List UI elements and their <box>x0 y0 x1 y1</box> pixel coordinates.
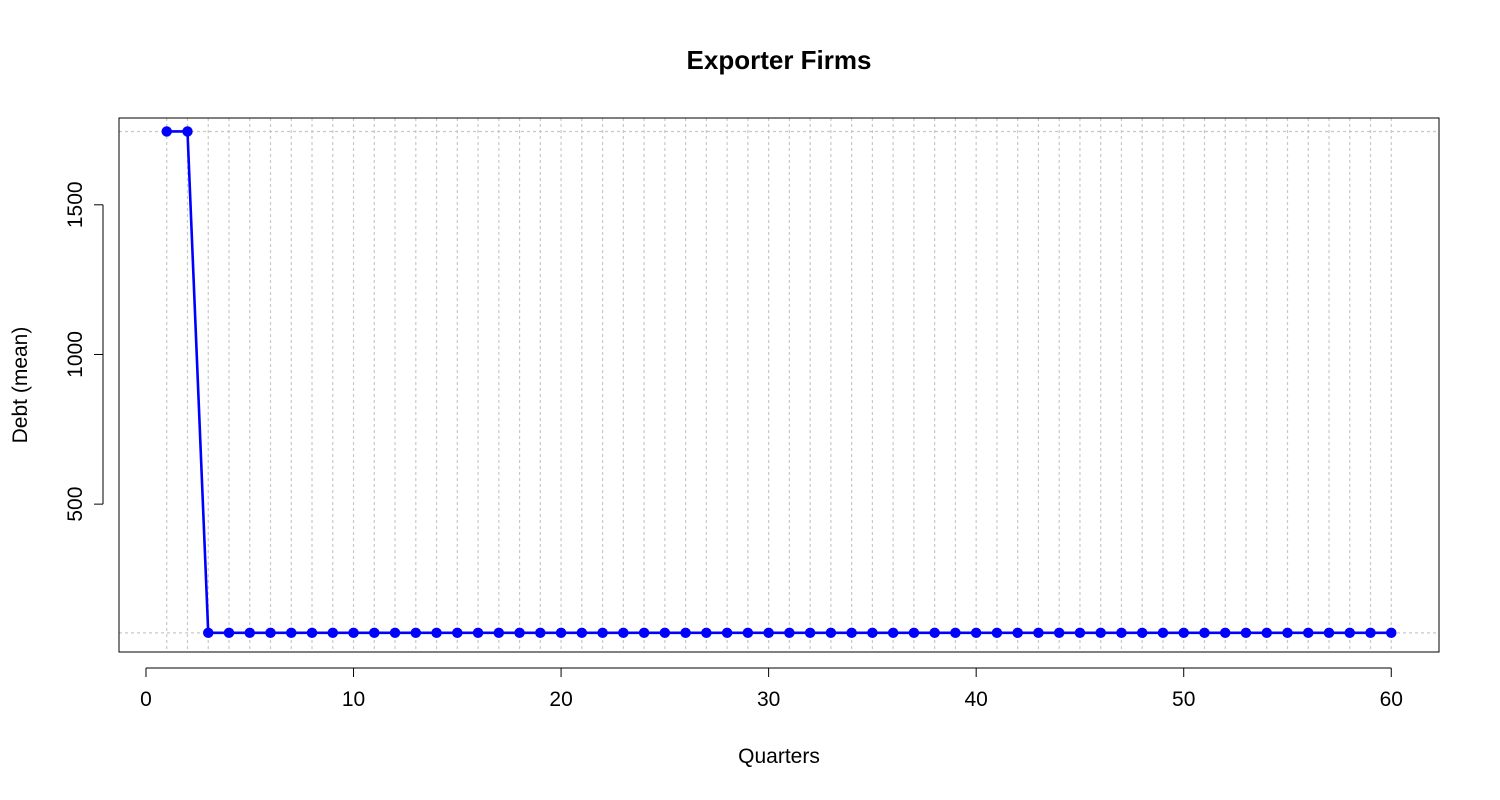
x-axis-label: Quarters <box>738 745 820 768</box>
x-tick-label: 20 <box>549 688 572 711</box>
data-point <box>618 627 629 639</box>
y-axis-label: Debt (mean) <box>9 327 32 444</box>
axes: 0 10 20 30 40 50 60 500 1000 1500 <box>64 181 1403 711</box>
data-point <box>348 627 359 639</box>
data-point <box>535 627 546 639</box>
data-point <box>514 627 525 639</box>
data-point <box>452 627 463 639</box>
data-point <box>1240 627 1252 639</box>
data-point <box>576 627 588 639</box>
x-tick-label: 40 <box>964 688 987 711</box>
data-point <box>804 627 816 639</box>
x-tick-label: 0 <box>140 688 152 711</box>
data-point <box>410 627 421 639</box>
data-point <box>742 627 754 639</box>
data-point <box>867 627 878 639</box>
data-point <box>161 126 172 137</box>
data-point <box>493 627 505 639</box>
data-point <box>991 627 1003 639</box>
data-point <box>431 627 442 639</box>
data-point <box>327 627 338 639</box>
data-point <box>763 627 774 639</box>
data-point <box>203 627 214 639</box>
data-point <box>1220 627 1231 639</box>
data-point <box>1116 627 1127 639</box>
data-point <box>929 627 940 639</box>
data-point <box>680 627 691 639</box>
data-point <box>950 627 961 639</box>
plot-frame <box>118 117 1440 653</box>
data-point <box>306 627 318 639</box>
data-point <box>1053 627 1065 639</box>
data-point <box>1365 627 1376 639</box>
data-point <box>472 627 484 639</box>
data-point <box>1344 627 1355 639</box>
data-point <box>223 627 235 639</box>
x-tick-label: 50 <box>1172 688 1195 711</box>
data-point <box>659 627 671 639</box>
data-point <box>286 627 297 639</box>
data-point <box>369 627 380 639</box>
x-tick-label: 30 <box>757 688 780 711</box>
grid <box>119 118 1439 652</box>
data-point <box>1303 627 1314 639</box>
data-point <box>597 627 608 639</box>
data-point <box>1137 627 1148 639</box>
y-tick-label: 1000 <box>64 331 87 378</box>
data-point <box>244 627 255 639</box>
y-tick-label: 500 <box>64 487 87 522</box>
x-tick-label: 60 <box>1380 688 1403 711</box>
data-point <box>1178 627 1189 639</box>
data-point <box>1095 627 1106 639</box>
data-point <box>1033 627 1044 639</box>
data-point <box>1012 627 1023 639</box>
data-point <box>887 627 899 639</box>
data-point <box>970 627 982 639</box>
data-point <box>1199 627 1210 639</box>
data-point <box>1323 627 1335 639</box>
data-point <box>1282 627 1293 639</box>
data-point <box>1386 627 1397 639</box>
x-tick-label: 10 <box>342 688 365 711</box>
data-point <box>825 627 837 639</box>
data-point <box>555 627 567 639</box>
data-point <box>638 627 650 639</box>
data-point <box>721 627 733 639</box>
data-point <box>908 627 920 639</box>
data-point <box>701 627 712 639</box>
series-layer <box>161 126 1397 639</box>
chart-title: Exporter Firms <box>687 45 872 75</box>
data-point <box>1261 627 1272 639</box>
data-point <box>182 126 193 137</box>
data-point <box>1074 627 1086 639</box>
data-point <box>784 627 795 639</box>
data-point <box>265 627 276 639</box>
y-tick-label: 1500 <box>64 181 87 228</box>
series-line <box>166 130 1392 635</box>
data-point <box>1157 627 1169 639</box>
data-point <box>389 627 401 639</box>
data-point <box>846 627 857 639</box>
